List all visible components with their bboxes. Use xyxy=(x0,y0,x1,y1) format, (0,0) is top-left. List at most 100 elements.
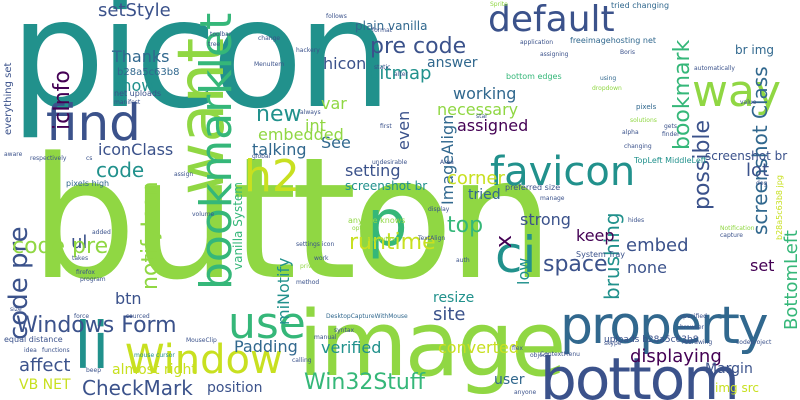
word-mybutton: myButton xyxy=(368,236,398,243)
word-embedded: embedded xyxy=(258,125,344,144)
word-alpha: alpha xyxy=(622,129,639,136)
word-setting: setting xyxy=(345,161,401,180)
word-functions: functions xyxy=(42,347,70,354)
word-button: button xyxy=(30,121,554,317)
word-margin: Margin xyxy=(705,361,753,377)
word-corner: corner xyxy=(447,168,505,189)
word-added: added xyxy=(92,229,111,236)
word-desktopcapture: DesktopCaptureWithMouse xyxy=(326,313,408,320)
word-browser: browser xyxy=(680,324,705,331)
word-specified: specified xyxy=(680,313,707,320)
word-hides: hides xyxy=(628,217,645,224)
word-respectively: respectively xyxy=(30,155,67,162)
word-takes: takes xyxy=(72,255,89,262)
word-star: star xyxy=(476,113,488,120)
word-size: size xyxy=(10,306,22,313)
word-menuitem: MenuItem xyxy=(254,61,285,68)
word-syntax: syntax xyxy=(334,327,355,334)
word-equal-distance: equal distance xyxy=(4,335,63,344)
word-toolbar: toolbar xyxy=(210,31,232,38)
word-topleft-middleleft: TopLeft MiddleLeft xyxy=(634,156,707,165)
word-bottom-edges: bottom edges xyxy=(506,72,562,81)
word-calling: calling xyxy=(292,357,312,364)
word-solutions: solutions xyxy=(630,117,657,124)
word-working: working xyxy=(453,84,517,103)
word-pre-code: pre code xyxy=(370,34,467,59)
word-top: top xyxy=(447,213,484,238)
word-tried-changing: tried changing xyxy=(611,1,670,10)
word-deg: deg xyxy=(756,180,768,187)
word-area: Area xyxy=(440,159,454,166)
word-using: using xyxy=(600,75,617,82)
word-use: use xyxy=(228,298,306,349)
word-hackery: hackery xyxy=(296,47,320,54)
word-windows-form: Windows Form xyxy=(16,313,177,338)
word-bottomleft: BottomLeft xyxy=(781,230,800,330)
word-image: image xyxy=(298,292,566,397)
word-manifest: manifest xyxy=(114,99,141,106)
word-displaying: displaying xyxy=(630,346,722,367)
word-automatically: automatically xyxy=(694,65,735,72)
word-bitmap: bitmap xyxy=(368,63,432,84)
word-user: user xyxy=(494,372,525,388)
word-icinfo: icInfo xyxy=(50,70,75,130)
word-setstyle: setStyle xyxy=(98,0,171,21)
word-code: code xyxy=(96,158,145,182)
word-property: property xyxy=(560,296,769,356)
word-assign: assign xyxy=(174,171,194,178)
word-vb-net: VB NET xyxy=(19,377,71,393)
word-win32stuff: Win32Stuff xyxy=(304,370,426,395)
word-see: See xyxy=(321,133,351,152)
word-new: new xyxy=(256,102,302,127)
word-dropdown: dropdown xyxy=(592,85,622,92)
word-resize: resize xyxy=(433,290,475,306)
word-anyone: anyone xyxy=(514,389,537,396)
word-settings-icon: settings icon xyxy=(296,241,335,248)
word-sourced: sourced xyxy=(126,313,150,320)
word-show: show xyxy=(113,76,155,95)
word-padding: Padding xyxy=(234,337,298,356)
word-undesirable: undesirable xyxy=(372,159,408,166)
word-picon: picon xyxy=(10,0,392,142)
word-notifyicon: notifyIcon xyxy=(138,181,163,290)
word-flex: flex xyxy=(512,345,523,352)
word-pixels: pixels xyxy=(636,103,657,111)
word-method: method xyxy=(296,279,320,286)
word-boris: Boris xyxy=(620,49,636,56)
word-idea: idea xyxy=(24,347,37,354)
word-set: set xyxy=(750,256,775,275)
word-system-tray: System Tray xyxy=(576,250,626,259)
word-answer: answer xyxy=(427,55,478,71)
word-btn: btn xyxy=(115,289,142,308)
word-iconclass: iconClass xyxy=(98,140,174,159)
word-preferred-size: preferred size xyxy=(505,183,561,192)
word-redrawing: redrawing xyxy=(682,339,713,346)
word-img-src: img src xyxy=(715,381,759,395)
word-force: force xyxy=(74,313,90,320)
word-manual: manual xyxy=(314,334,337,341)
word-lot: lot xyxy=(746,160,770,181)
word-vanilla-system: vanilla System xyxy=(231,182,245,270)
word-static: static xyxy=(374,64,391,71)
word-manage: manage xyxy=(540,195,565,202)
word-default: default xyxy=(488,0,615,40)
word-volume: volume xyxy=(192,211,215,218)
word-uploads-b28: uploads b28a5c63b8 xyxy=(604,335,699,345)
word-application: application xyxy=(520,39,554,46)
word-first: first xyxy=(380,123,392,130)
word-talking: talking xyxy=(252,140,307,159)
word-minotify: miNotify xyxy=(274,257,293,325)
word-skype: skype xyxy=(604,340,622,347)
word-almost-right: almost right xyxy=(112,362,197,378)
word-alter: alter xyxy=(394,71,408,78)
word-ul: ul xyxy=(71,232,88,253)
word-screenshot-br-1: screenshot br xyxy=(345,179,428,193)
word-space: space xyxy=(543,252,608,277)
word-converted: converted xyxy=(438,338,519,357)
word-b28-small: b28a5c63b8 jpg xyxy=(775,175,784,240)
word-code-pre-2: code pre xyxy=(12,234,109,259)
word-tree: tree xyxy=(208,41,221,48)
word-ci: ci xyxy=(495,226,537,284)
word-anyone-knows: anyone knows xyxy=(348,216,406,225)
